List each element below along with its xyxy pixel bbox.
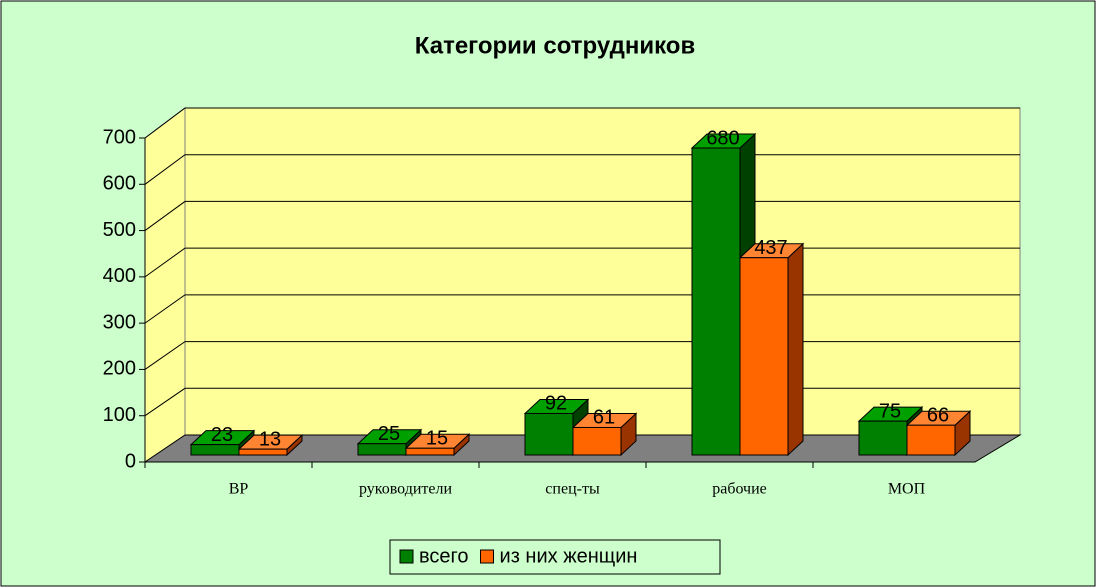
data-label: 66: [927, 404, 949, 426]
bar-side: [787, 242, 804, 457]
legend-label: из них женщин: [500, 545, 638, 567]
x-tick-label: МОП: [888, 481, 926, 498]
bar-front: [572, 426, 622, 456]
legend-swatch: [480, 549, 495, 564]
bar-front: [858, 420, 908, 456]
chart-title: Категории сотрудников: [415, 32, 695, 59]
data-label: 13: [259, 428, 281, 450]
bar-front: [739, 257, 789, 456]
y-tick-label: 200: [103, 358, 136, 380]
back-wall: [184, 107, 1021, 436]
bar-front: [357, 443, 407, 456]
data-label: 25: [378, 423, 400, 445]
bar-front: [906, 424, 956, 456]
data-label: 15: [426, 428, 448, 450]
y-tick-label: 300: [103, 311, 136, 333]
x-tick-label: рабочие: [712, 481, 767, 498]
legend-label: всего: [419, 545, 469, 567]
y-tick-label: 400: [103, 265, 136, 287]
y-tick-label: 0: [125, 450, 136, 472]
data-label: 92: [545, 393, 567, 415]
y-tick-label: 100: [103, 404, 136, 426]
bar-front: [691, 147, 741, 456]
bar: [404, 433, 471, 457]
bar: [571, 412, 638, 457]
y-tick-label: 600: [103, 173, 136, 195]
bar: [523, 398, 590, 457]
side-wall: [144, 107, 186, 463]
x-tick-label: ВР: [229, 481, 249, 498]
x-tick-label: руководители: [359, 481, 453, 498]
bar-front: [190, 444, 240, 456]
y-tick-label: 500: [103, 219, 136, 241]
bar: [905, 410, 972, 457]
bar-front: [238, 448, 288, 456]
bar: [738, 242, 805, 457]
x-tick-label: спец-ты: [545, 481, 600, 498]
data-label: 61: [593, 407, 615, 429]
bar: [237, 433, 304, 457]
data-label: 437: [754, 237, 787, 259]
data-label: 680: [706, 127, 739, 149]
legend-swatch: [399, 549, 414, 564]
data-label: 75: [879, 400, 901, 422]
legend: [389, 539, 721, 575]
grid-line: [144, 107, 1020, 139]
data-label: 23: [211, 424, 233, 446]
bar-front: [524, 412, 574, 456]
bar-front: [405, 447, 455, 456]
y-tick-label: 700: [103, 126, 136, 148]
